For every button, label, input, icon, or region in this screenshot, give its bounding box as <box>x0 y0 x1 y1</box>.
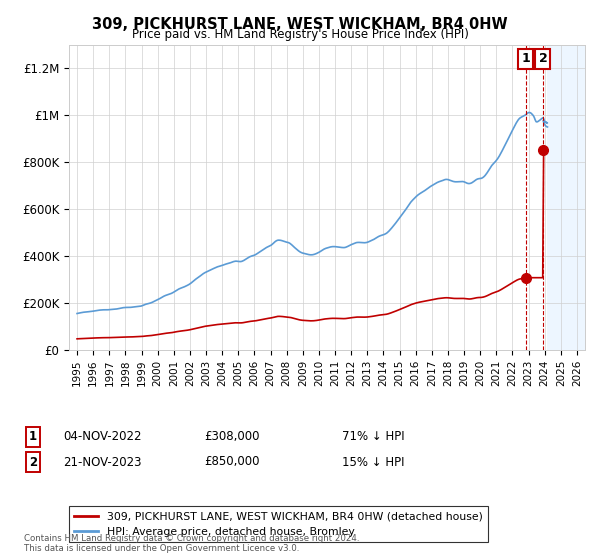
Text: 309, PICKHURST LANE, WEST WICKHAM, BR4 0HW: 309, PICKHURST LANE, WEST WICKHAM, BR4 0… <box>92 17 508 32</box>
Text: 2: 2 <box>29 455 37 469</box>
Text: £308,000: £308,000 <box>204 430 260 444</box>
Text: 04-NOV-2022: 04-NOV-2022 <box>63 430 142 444</box>
Text: £850,000: £850,000 <box>204 455 260 469</box>
Text: Price paid vs. HM Land Registry's House Price Index (HPI): Price paid vs. HM Land Registry's House … <box>131 28 469 41</box>
Text: 21-NOV-2023: 21-NOV-2023 <box>63 455 142 469</box>
Text: 71% ↓ HPI: 71% ↓ HPI <box>342 430 404 444</box>
Text: 1: 1 <box>521 53 530 66</box>
Text: 2: 2 <box>539 53 547 66</box>
Text: 1: 1 <box>29 430 37 444</box>
Text: 15% ↓ HPI: 15% ↓ HPI <box>342 455 404 469</box>
Bar <box>547 45 600 350</box>
Text: Contains HM Land Registry data © Crown copyright and database right 2024.
This d: Contains HM Land Registry data © Crown c… <box>24 534 359 553</box>
Legend: 309, PICKHURST LANE, WEST WICKHAM, BR4 0HW (detached house), HPI: Average price,: 309, PICKHURST LANE, WEST WICKHAM, BR4 0… <box>69 506 488 542</box>
